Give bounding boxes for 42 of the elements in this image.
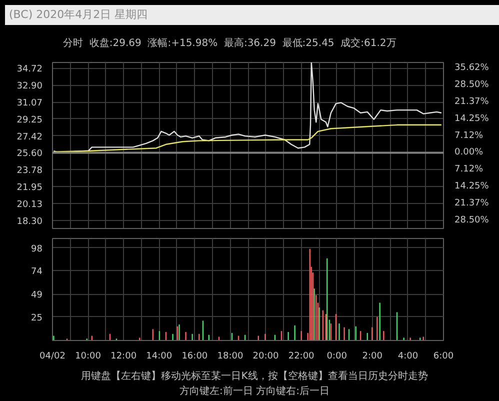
y2-tick-label: 7.12% bbox=[454, 164, 484, 175]
y2-tick-label: 21.37% bbox=[454, 97, 490, 108]
y-tick-label: 29.25 bbox=[16, 115, 42, 126]
x-tick-label: 04/02 bbox=[40, 352, 66, 362]
x-tick-label: 16:00 bbox=[182, 352, 208, 362]
chart-subtitle: 分时 收盘:29.69 涨幅:+15.98% 最高:36.29 最低:25.45 成交:61.2万 bbox=[63, 36, 396, 51]
y-tick-label: 31.07 bbox=[16, 98, 42, 109]
y2-tick-label: 14.25% bbox=[454, 114, 490, 124]
x-tick-label: 14:00 bbox=[146, 352, 172, 362]
chart-title: (BC) 2020年4月2日 星期四 bbox=[9, 7, 148, 23]
y-tick-label: 25 bbox=[31, 313, 42, 324]
y-tick-label: 98 bbox=[31, 244, 43, 254]
y2-tick-label: 7.12% bbox=[454, 130, 484, 141]
y2-tick-label: 14.25% bbox=[454, 182, 490, 192]
x-tick-label: 2:00 bbox=[362, 352, 383, 362]
x-tick-label: 0:00 bbox=[326, 352, 348, 362]
y-tick-label: 25.60 bbox=[16, 149, 43, 160]
y-tick-label: 34.72 bbox=[16, 64, 42, 75]
y-tick-label: 23.78 bbox=[16, 166, 43, 176]
y-tick-label: 32.90 bbox=[16, 82, 43, 92]
x-tick-label: 10:00 bbox=[75, 352, 102, 362]
y2-tick-label: 28.50% bbox=[454, 215, 490, 226]
x-tick-label: 12:00 bbox=[110, 352, 137, 362]
y2-tick-label: 0.00% bbox=[454, 148, 484, 158]
x-tick-label: 18:00 bbox=[217, 352, 244, 362]
y-tick-label: 49 bbox=[31, 290, 43, 301]
x-tick-label: 6:00 bbox=[433, 352, 454, 362]
y2-tick-label: 21.37% bbox=[454, 198, 490, 208]
x-tick-label: 20:00 bbox=[252, 352, 280, 362]
y-tick-label: 27.42 bbox=[16, 132, 42, 142]
line-series bbox=[53, 62, 442, 154]
y-tick-label: 74 bbox=[31, 267, 43, 278]
y-tick-label: 18.30 bbox=[16, 216, 43, 227]
y2-tick-label: 28.50% bbox=[454, 80, 490, 90]
x-tick-label: 4:00 bbox=[398, 352, 418, 362]
y-tick-label: 21.95 bbox=[16, 183, 42, 194]
text: 用键盘【左右键】移动光标至某一日K线，按【空格键】查看当日历史分时走势 bbox=[81, 371, 428, 382]
x-tick-label: 22:00 bbox=[288, 352, 315, 362]
y2-tick-label: 35.62% bbox=[454, 63, 490, 74]
y-tick-label: 20.13 bbox=[16, 200, 42, 210]
line-series bbox=[53, 124, 442, 152]
text: 方向键左:前一日 方向键右:后一日 bbox=[180, 386, 330, 397]
